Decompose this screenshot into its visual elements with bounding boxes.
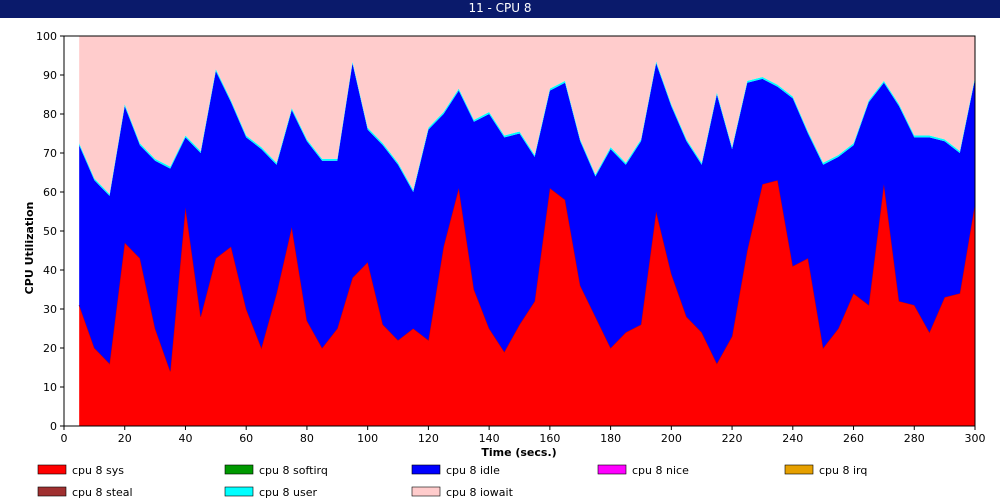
x-tick-label: 180: [600, 432, 621, 445]
legend-swatch-cpu-8-user: [224, 486, 254, 497]
x-tick-label: 140: [479, 432, 500, 445]
y-tick-label: 50: [43, 225, 57, 238]
y-tick-label: 100: [36, 30, 57, 43]
x-tick-label: 220: [722, 432, 743, 445]
y-tick-label: 20: [43, 342, 57, 355]
x-tick-label: 80: [300, 432, 314, 445]
x-tick-label: 300: [965, 432, 986, 445]
y-tick-label: 0: [50, 420, 57, 433]
legend-label-cpu-8-steal: cpu 8 steal: [72, 486, 133, 499]
x-tick-label: 280: [904, 432, 925, 445]
legend-swatch-cpu-8-steal: [37, 486, 67, 497]
x-tick-label: 40: [178, 432, 192, 445]
x-tick-label: 120: [418, 432, 439, 445]
y-tick-label: 40: [43, 264, 57, 277]
legend-swatch-cpu-8-idle: [411, 464, 441, 475]
legend-label-cpu-8-softirq: cpu 8 softirq: [259, 464, 328, 477]
area-cpu-8-idle: [79, 63, 976, 372]
area-cpu-8-iowait: [79, 36, 976, 194]
cpu-utilization-chart: 0 10 20 30 40 50 60 70 80 90 100 0 20 40 60 80 100 120 14…: [23, 30, 986, 499]
x-tick-label: 160: [539, 432, 560, 445]
legend-swatch-cpu-8-iowait: [411, 486, 441, 497]
legend-swatch-cpu-8-softirq: [224, 464, 254, 475]
legend-label-cpu-8-user: cpu 8 user: [259, 486, 317, 499]
x-axis: 0 20 40 60 80 100 120 140 160 180 200 220 240 260 280 3…: [61, 426, 986, 445]
y-tick-label: 70: [43, 147, 57, 160]
y-axis-title: CPU Utilization: [23, 202, 36, 295]
y-tick-label: 80: [43, 108, 57, 121]
y-tick-label: 10: [43, 381, 57, 394]
x-tick-label: 60: [239, 432, 253, 445]
legend-label-cpu-8-idle: cpu 8 idle: [446, 464, 500, 477]
legend-label-cpu-8-irq: cpu 8 irq: [819, 464, 867, 477]
legend-swatch-cpu-8-nice: [597, 464, 627, 475]
y-tick-label: 90: [43, 69, 57, 82]
legend-label-cpu-8-iowait: cpu 8 iowait: [446, 486, 514, 499]
y-axis: 0 10 20 30 40 50 60 70 80 90 100: [36, 30, 64, 433]
x-axis-title: Time (secs.): [481, 446, 556, 459]
x-tick-label: 200: [661, 432, 682, 445]
y-tick-label: 30: [43, 303, 57, 316]
x-tick-label: 20: [118, 432, 132, 445]
window-title: 11 - CPU 8: [468, 1, 532, 15]
y-tick-label: 60: [43, 186, 57, 199]
window-titlebar: 11 - CPU 8: [0, 0, 1000, 18]
x-tick-label: 0: [61, 432, 68, 445]
area-series-group: [78, 36, 976, 426]
legend-label-cpu-8-sys: cpu 8 sys: [72, 464, 124, 477]
area-cpu-8-sys: [79, 180, 976, 426]
legend-swatch-cpu-8-sys: [37, 464, 67, 475]
x-tick-label: 240: [782, 432, 803, 445]
legend-swatch-cpu-8-irq: [784, 464, 814, 475]
legend: cpu 8 sys cpu 8 softirq cpu 8 idle cpu 8 ni…: [37, 464, 867, 499]
legend-label-cpu-8-nice: cpu 8 nice: [632, 464, 689, 477]
x-tick-label: 260: [843, 432, 864, 445]
x-tick-label: 100: [357, 432, 378, 445]
